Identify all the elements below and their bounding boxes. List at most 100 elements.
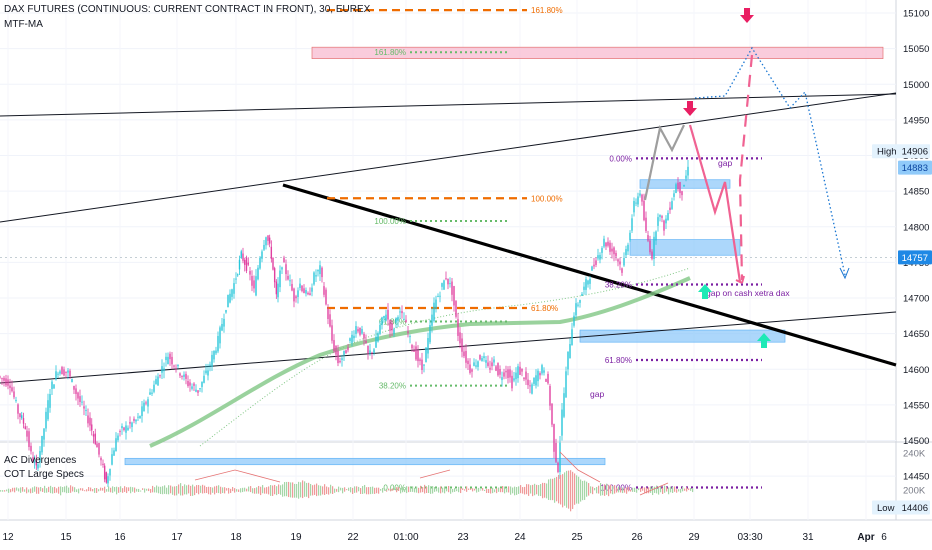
candle-body	[455, 301, 457, 317]
sub-bar	[366, 487, 368, 495]
sub-bar	[412, 486, 414, 492]
y-tick-label: 14650	[903, 329, 929, 340]
sub-bar	[410, 487, 412, 492]
sub-bar	[468, 488, 470, 490]
sub-bar	[594, 488, 596, 491]
candle-body	[543, 370, 545, 373]
sub-bar	[118, 487, 120, 493]
candle-body	[529, 385, 531, 387]
candle-body	[363, 333, 365, 339]
x-tick-label: 17	[171, 532, 183, 543]
zone-annotation: gap	[718, 158, 732, 168]
candle-body	[247, 262, 249, 265]
sub-bar	[446, 488, 448, 492]
candle-body	[219, 327, 221, 344]
sub-bar	[326, 486, 328, 495]
sub-bar	[142, 488, 144, 490]
candle-body	[141, 406, 143, 417]
sub-bar	[336, 488, 338, 492]
y-tick-label: 14550	[903, 400, 929, 411]
sub-bar	[88, 487, 90, 492]
candle-body	[73, 385, 75, 390]
x-tick-label: 15	[60, 532, 72, 543]
candle-body	[69, 370, 71, 377]
candle-body	[661, 216, 663, 218]
candle-body	[159, 375, 161, 377]
candle-body	[283, 257, 285, 263]
sub-bar	[166, 487, 168, 495]
candle-body	[605, 242, 607, 247]
sub-bar	[686, 487, 688, 492]
sub-bar	[442, 487, 444, 493]
sub-bar	[340, 487, 342, 491]
candle-body	[225, 310, 227, 313]
candle-body	[527, 379, 529, 386]
sub-bar	[612, 486, 614, 495]
candle-body	[635, 202, 637, 204]
sub-bar	[50, 485, 52, 494]
candle-body	[235, 278, 237, 280]
sub-bar	[256, 487, 258, 494]
candle-body	[637, 196, 639, 205]
sub-bar	[254, 488, 256, 494]
sub-bar	[62, 487, 64, 493]
candle-body	[57, 373, 59, 375]
candle-body	[577, 304, 579, 306]
candle-body	[295, 296, 297, 299]
sub-bar	[60, 486, 62, 496]
sub-bar	[604, 484, 606, 496]
candle-body	[377, 333, 379, 342]
candle-body	[369, 350, 371, 354]
sub-bar	[546, 483, 548, 499]
fib-level-label: 0.00%	[383, 484, 406, 493]
candle-body	[685, 175, 687, 179]
candle-body	[579, 300, 581, 303]
candle-body	[365, 340, 367, 344]
sub-bar	[194, 486, 196, 496]
candle-body	[479, 355, 481, 360]
sub-bar	[284, 482, 286, 497]
candle-body	[145, 402, 147, 404]
sub-bar	[222, 487, 224, 494]
candle-body	[311, 287, 313, 292]
candle-body	[265, 237, 267, 246]
price-badge-label: High	[877, 147, 897, 158]
candle-body	[319, 265, 321, 275]
candle-body	[339, 360, 341, 363]
sub-bar	[102, 487, 104, 491]
candle-body	[461, 338, 463, 352]
candle-body	[575, 303, 577, 316]
candle-body	[615, 252, 617, 257]
x-axis[interactable]: 12 15 16 17 18 19 22 01:00 23 24 25 26 29 03:30 31 Apr 6	[2, 532, 887, 543]
candle-body	[415, 346, 417, 360]
sub-bar	[564, 472, 566, 506]
sub-bar	[320, 485, 322, 496]
sub-bar	[260, 486, 262, 496]
candle-body	[30, 445, 32, 452]
sub-bar	[138, 488, 140, 492]
price-badge-value: 14757	[902, 253, 928, 264]
sub-bar	[478, 487, 480, 492]
sub-bar	[382, 487, 384, 493]
candle-body	[643, 200, 645, 221]
candle-body	[205, 370, 207, 374]
candle-body	[625, 249, 627, 256]
candle-body	[337, 350, 339, 364]
sub-bar	[344, 487, 346, 492]
candle-body	[187, 381, 189, 386]
candle-body	[617, 259, 619, 262]
sub-bar	[4, 490, 6, 492]
sub-bar	[490, 488, 492, 494]
gray-projection	[643, 124, 685, 201]
sub-bar	[66, 485, 68, 494]
candle-body	[681, 191, 683, 196]
candle-body	[345, 350, 347, 354]
sub-bar	[452, 488, 454, 493]
candle-body	[437, 295, 439, 297]
sub-bar	[70, 485, 72, 493]
sub-bar	[432, 486, 434, 494]
candle-body	[55, 371, 57, 380]
sub-bar	[682, 486, 684, 492]
candle-body	[405, 319, 407, 323]
